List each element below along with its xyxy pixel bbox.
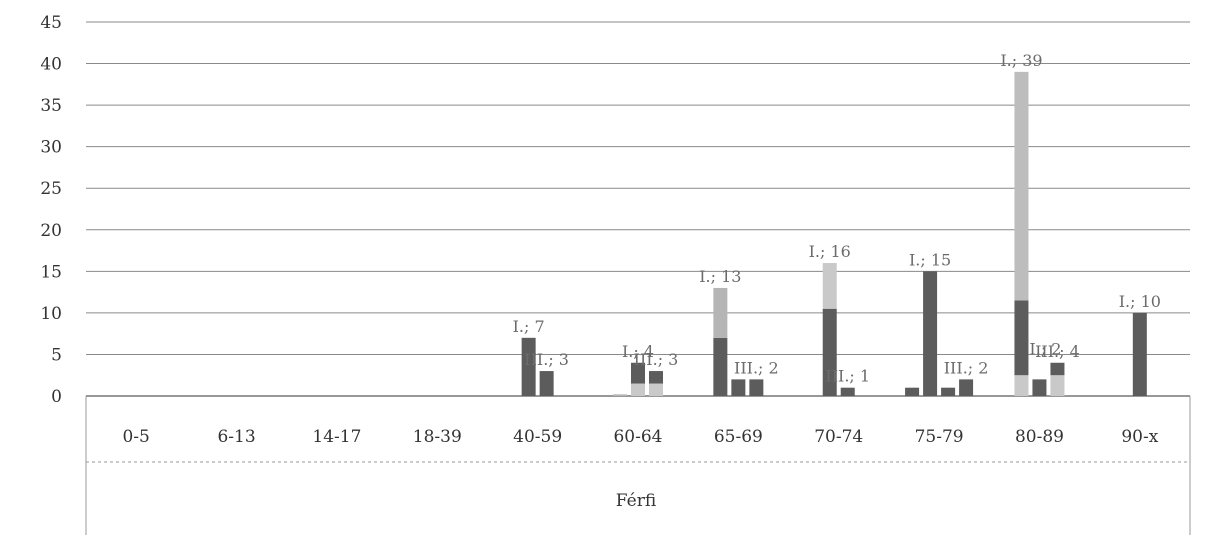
- bar-segment: [822, 263, 837, 309]
- category-labels: 0-5 6-13 14-17 18-39 40-59 60-64 65-69 70-74 75-…: [122, 427, 1158, 447]
- data-label: I.; 15: [909, 250, 951, 269]
- y-tick-label: 0: [51, 387, 62, 407]
- x-tick-label: 60-64: [613, 427, 662, 447]
- y-tick-label: 30: [40, 138, 62, 158]
- x-tick-label: 90-x: [1121, 427, 1158, 447]
- bar-segment: [649, 383, 663, 396]
- x-tick-label: 6-13: [217, 427, 255, 447]
- data-label: III.; 2: [944, 358, 989, 377]
- data-label: III.; 3: [634, 350, 679, 369]
- data-label: III.; 1: [825, 367, 870, 386]
- y-axis-ticks: 0 5 10 15 20 25 30 35 40 45: [40, 13, 62, 407]
- bar-segment: [905, 387, 920, 396]
- data-label: I.; 39: [1000, 51, 1042, 70]
- data-label: I.; 7: [513, 317, 545, 336]
- data-label: III.; 3: [524, 350, 569, 369]
- bar-segment: [822, 308, 837, 396]
- y-tick-label: 15: [40, 262, 62, 282]
- x-tick-label: 0-5: [122, 427, 149, 447]
- bar-segment: [731, 379, 746, 396]
- data-label: I.; 13: [699, 267, 741, 286]
- y-tick-label: 5: [51, 345, 62, 365]
- data-label: III.; 4: [1035, 342, 1080, 361]
- y-tick-label: 35: [40, 96, 62, 116]
- bar-segment: [959, 379, 974, 396]
- x-tick-label: 80-89: [1015, 427, 1064, 447]
- bar-segment: [749, 379, 764, 396]
- bar-segment: [1132, 312, 1147, 396]
- bar-segment: [649, 371, 663, 384]
- group-label: Férfi: [616, 491, 656, 511]
- bar-segment: [631, 383, 645, 396]
- bar-segment: [1014, 375, 1029, 396]
- bar-segment: [613, 394, 627, 396]
- data-label: I.; 10: [1119, 292, 1161, 311]
- gridlines: [86, 21, 1190, 355]
- bars: [521, 71, 1147, 396]
- bar-segment: [713, 287, 728, 338]
- y-tick-label: 10: [40, 304, 62, 324]
- bar-segment: [1014, 300, 1029, 376]
- bar-segment: [840, 387, 855, 396]
- data-label: I.; 4: [622, 342, 654, 361]
- y-tick-label: 45: [40, 13, 62, 33]
- data-label: I.; 16: [809, 242, 851, 261]
- bar-segment: [1032, 379, 1047, 396]
- x-tick-label: 70-74: [814, 427, 863, 447]
- category-axis-frame: [85, 395, 1191, 535]
- bar-segment: [941, 387, 956, 396]
- x-tick-label: 65-69: [714, 427, 763, 447]
- bar-segment: [521, 337, 536, 396]
- y-tick-label: 40: [40, 55, 62, 75]
- bar-segment: [1050, 375, 1065, 396]
- bar-segment: [923, 271, 938, 396]
- data-label: III.; 2: [734, 358, 779, 377]
- y-tick-label: 20: [40, 221, 62, 241]
- x-tick-label: 40-59: [513, 427, 562, 447]
- x-tick-label: 18-39: [413, 427, 462, 447]
- data-label: I.; 2: [1029, 339, 1061, 358]
- bar-segment: [1050, 362, 1065, 376]
- bar-segment: [1014, 71, 1029, 301]
- bar-segment: [631, 362, 645, 384]
- y-tick-label: 25: [40, 179, 62, 199]
- bar-segment: [539, 371, 554, 396]
- x-tick-label: 14-17: [312, 427, 361, 447]
- x-tick-label: 75-79: [915, 427, 964, 447]
- bar-segment: [713, 337, 728, 396]
